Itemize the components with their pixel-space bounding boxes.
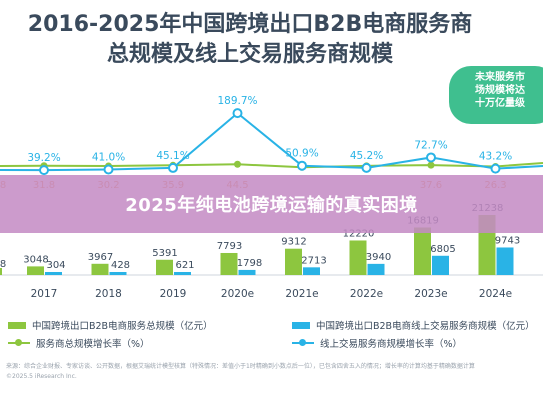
label-online-2023e: 6805 xyxy=(430,244,455,255)
label-online-growth-2018: 41.0% xyxy=(92,151,125,163)
point-online-growth-2022e xyxy=(361,162,372,173)
legend-total-growth-label: 服务商总规模增长率（%） xyxy=(36,339,150,350)
point-online-growth-2020e xyxy=(232,108,243,119)
bar-online-2023e xyxy=(432,255,449,275)
legend-total-swatch xyxy=(8,321,26,329)
bar-total-2022e xyxy=(349,240,367,275)
legend-online-label: 中国跨境出口B2B电商线上交易服务商规模（亿元） xyxy=(316,321,535,332)
overlay-banner: 2025年纯电池跨境运输的真实困境 xyxy=(0,175,543,233)
line-total-growth xyxy=(0,162,543,169)
tick-2021e: 2021e xyxy=(285,288,318,300)
bar-online-2024e xyxy=(496,247,514,275)
point-online-growth-2021e xyxy=(297,160,307,171)
label-online-2021e: 2713 xyxy=(301,255,326,266)
badge-line3: 十万亿量级 xyxy=(475,98,525,109)
tick-2017: 2017 xyxy=(31,288,58,300)
label-online-growth-2021e: 50.9% xyxy=(285,148,318,160)
legend-total-growth-swatch xyxy=(8,339,30,346)
legend-online-growth-label: 线上交易服务商规模增长率（%） xyxy=(320,339,463,350)
label-online-growth-2019: 45.1% xyxy=(156,150,189,162)
label-online-growth-2023e: 72.7% xyxy=(414,139,447,151)
bar-total-partial xyxy=(0,268,2,275)
label-online-growth-2020e: 189.7% xyxy=(217,95,257,107)
line-online-growth xyxy=(0,111,543,172)
tick-2020e: 2020e xyxy=(221,288,254,300)
bar-online-2021e xyxy=(303,267,320,275)
source-note: 来源：综合企业财报、专家访谈、公开数据，根据艾瑞统计模型核算（特殊情况：差值小于… xyxy=(6,362,536,382)
legend-total-label: 中国跨境出口B2B电商服务总规模（亿元） xyxy=(32,321,213,332)
tick-2018: 2018 xyxy=(95,288,122,300)
label-total-2022e: 12220 xyxy=(343,228,375,239)
tick-2019: 2019 xyxy=(160,288,187,300)
bar-total-2018 xyxy=(91,263,109,275)
bar-online-2019 xyxy=(174,272,191,275)
label-total-2020e: 7793 xyxy=(217,241,242,252)
point-online-growth-2023e xyxy=(426,152,436,163)
label-online-2024e: 9743 xyxy=(495,235,520,246)
chart-title-line1: 2016-2025年中国跨境出口B2B电商服务商 xyxy=(27,12,473,37)
bar-total-2019 xyxy=(156,259,173,275)
source-note-line2: ©2025.5 iResearch Inc. xyxy=(6,373,77,380)
point-online-growth-2024e xyxy=(490,163,501,174)
legend-online-growth: 线上交易服务商规模增长率（%） xyxy=(292,336,462,350)
label-online-2022e: 3940 xyxy=(366,252,391,263)
bar-online-2022e xyxy=(367,263,385,275)
bar-total-2023e xyxy=(414,227,431,275)
source-note-line1: 来源：综合企业财报、专家访谈、公开数据，根据艾瑞统计模型核算（特殊情况：差值小于… xyxy=(6,363,475,370)
bar-total-2020e xyxy=(220,252,238,275)
legend-online-swatch xyxy=(292,321,310,329)
label-total-2017: 3048 xyxy=(23,254,48,265)
point-online-growth-2017 xyxy=(39,165,49,176)
label-online-2017: 304 xyxy=(46,260,65,271)
point-total-growth-2020e xyxy=(234,160,241,168)
bar-total-2017 xyxy=(27,266,44,275)
label-online-2018: 428 xyxy=(111,260,130,271)
legend-online-growth-swatch xyxy=(292,339,314,346)
banner-text: 2025年纯电池跨境运输的真实困境 xyxy=(125,195,418,216)
point-online-growth-2018 xyxy=(103,164,114,175)
label-online-growth-2024e: 43.2% xyxy=(479,151,512,163)
tick-2022e: 2022e xyxy=(350,288,383,300)
label-online-2019: 621 xyxy=(175,260,194,271)
bar-online-2018 xyxy=(109,272,127,275)
bar-online-2020e xyxy=(238,269,256,275)
label-online-growth-2017: 39.2% xyxy=(27,152,60,164)
tick-2023e: 2023e xyxy=(414,288,447,300)
label-total-2019: 5391 xyxy=(152,248,177,259)
label-online-growth-2022e: 45.2% xyxy=(350,150,383,162)
bar-total-2021e xyxy=(285,248,302,275)
bar-online-2017 xyxy=(45,272,62,275)
label-total-partial: 8 xyxy=(0,259,6,270)
legend-total-bar: 中国跨境出口B2B电商服务总规模（亿元） xyxy=(8,318,213,332)
point-online-growth-2019 xyxy=(168,162,178,173)
forecast-badge: 未来服务市 场规模将达 十万亿量级 xyxy=(449,66,543,124)
label-online-2020e: 1798 xyxy=(237,258,262,269)
tick-2024e: 2024e xyxy=(479,288,512,300)
point-total-growth-2023e xyxy=(427,161,435,169)
legend-online-bar: 中国跨境出口B2B电商线上交易服务商规模（亿元） xyxy=(292,318,535,332)
legend-total-growth: 服务商总规模增长率（%） xyxy=(8,336,150,350)
label-total-2018: 3967 xyxy=(88,252,113,263)
badge-line2: 场规模将达 xyxy=(475,85,525,96)
label-total-2021e: 9312 xyxy=(281,237,306,248)
badge-line1: 未来服务市 xyxy=(475,72,525,83)
chart-title-line2: 总规模及线上交易服务商规模 xyxy=(106,42,393,67)
